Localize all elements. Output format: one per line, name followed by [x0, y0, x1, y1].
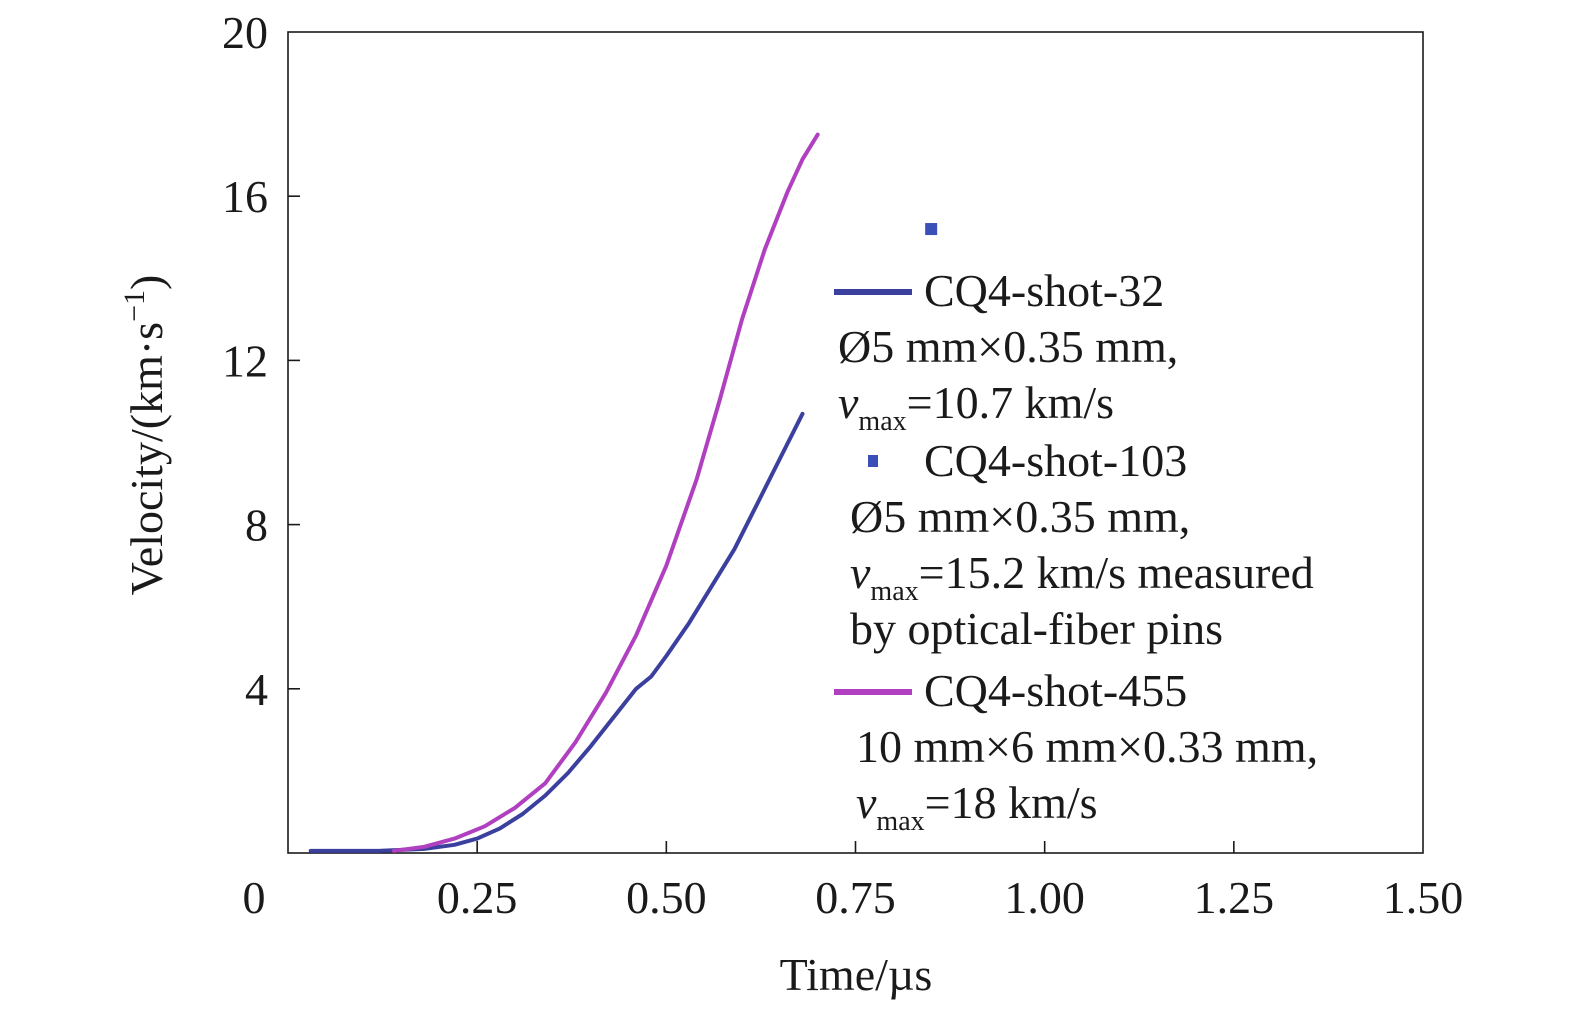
y-axis-title: Velocity/(km·s−1) [118, 275, 172, 596]
legend-vmax-value: =15.2 km/s measured [919, 547, 1314, 598]
y-axis-title-exponent: −1 [118, 290, 151, 322]
legend-vmax-subscript: max [870, 576, 918, 607]
series-line-3 [391, 132, 820, 853]
legend-vmax-value: =10.7 km/s [907, 377, 1114, 428]
legend-name-2: CQ4-shot-103 [924, 435, 1187, 486]
x-axis-title: Time/µs [780, 949, 933, 1000]
x-tick-label: 0.25 [437, 872, 518, 923]
x-tick-label: 1.25 [1194, 872, 1275, 923]
y-tick-label: 8 [245, 500, 268, 551]
y-tick-label: 12 [222, 335, 268, 386]
y-tick-label: 4 [245, 664, 268, 715]
series-line-1 [308, 411, 805, 853]
legend-vmax-3: vmax=18 km/s [856, 777, 1098, 837]
x-tick-label: 0 [243, 872, 266, 923]
x-tick-label: 1.50 [1383, 872, 1464, 923]
y-axis-title-main: Velocity/(km·s [121, 322, 172, 595]
legend-vmax-symbol: v [838, 377, 859, 428]
series-point-2 [925, 223, 938, 236]
legend-swatch-point-2 [868, 455, 878, 467]
legend-vmax-symbol: v [850, 547, 871, 598]
legend-vmax-2: vmax=15.2 km/s measured [850, 547, 1314, 607]
y-tick-label: 20 [222, 7, 268, 58]
legend-vmax-subscript: max [858, 406, 906, 437]
legend-extra-2: by optical-fiber pins [850, 603, 1223, 654]
legend-desc-1: Ø5 mm×0.35 mm, [838, 321, 1178, 372]
legend-vmax-1: vmax=10.7 km/s [838, 377, 1114, 437]
legend-desc-2: Ø5 mm×0.35 mm, [850, 491, 1190, 542]
legend-vmax-value: =18 km/s [925, 777, 1098, 828]
legend-vmax-symbol: v [856, 777, 877, 828]
x-tick-label: 0.50 [626, 872, 707, 923]
legend-name-3: CQ4-shot-455 [924, 665, 1187, 716]
y-axis-title-close: ) [121, 275, 172, 290]
legend-vmax-subscript: max [876, 806, 924, 837]
x-tick-label: 0.75 [815, 872, 896, 923]
x-tick-label: 1.00 [1004, 872, 1085, 923]
legend-desc-3: 10 mm×6 mm×0.33 mm, [856, 721, 1318, 772]
y-tick-label: 16 [222, 171, 268, 222]
legend-name-1: CQ4-shot-32 [924, 265, 1164, 316]
